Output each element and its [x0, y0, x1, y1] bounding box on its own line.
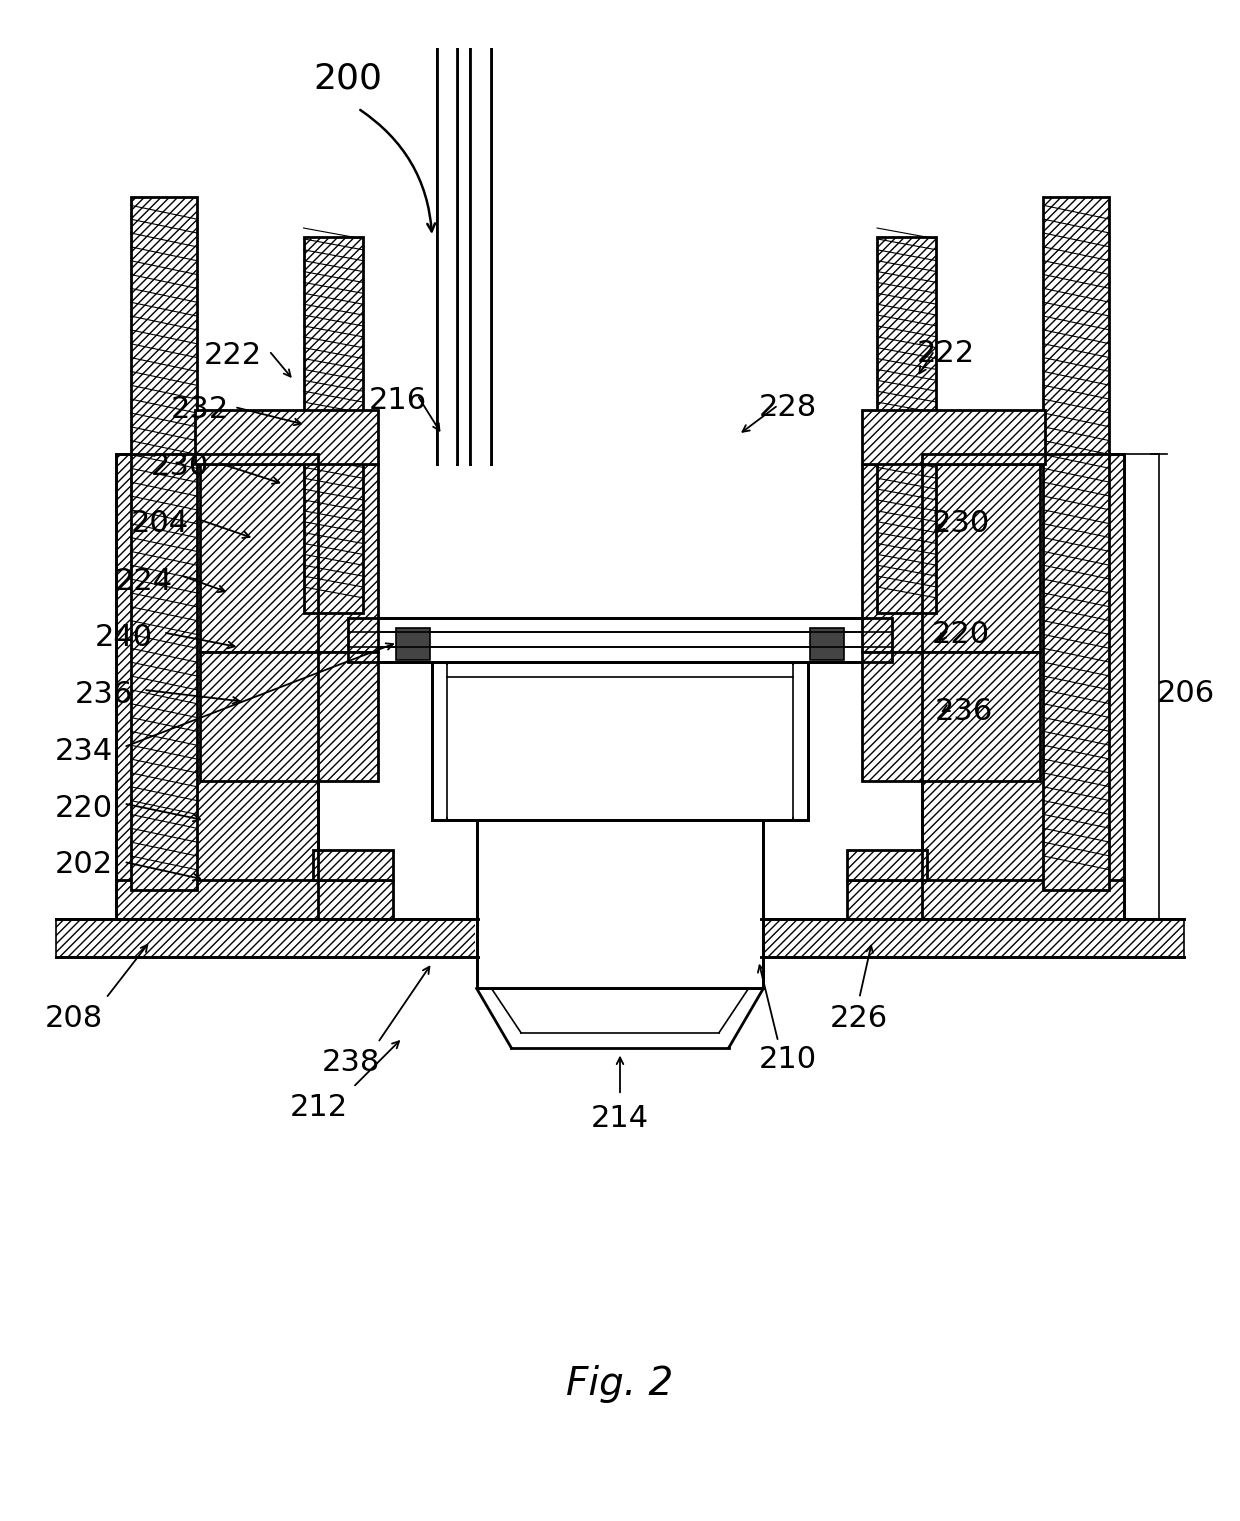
Bar — [348, 618, 892, 662]
Bar — [480, 820, 760, 989]
Text: 236: 236 — [935, 697, 993, 726]
Bar — [56, 919, 1184, 957]
Bar — [200, 653, 378, 780]
Text: 216: 216 — [368, 386, 427, 415]
Text: 202: 202 — [55, 850, 113, 879]
Bar — [475, 919, 765, 958]
Text: 204: 204 — [131, 510, 190, 538]
Bar — [200, 464, 378, 653]
Text: 222: 222 — [203, 341, 262, 370]
Bar — [877, 237, 936, 613]
Bar — [348, 618, 892, 662]
Bar — [476, 820, 764, 989]
Text: 220: 220 — [55, 794, 113, 823]
Text: 238: 238 — [322, 1048, 381, 1077]
Bar — [304, 237, 363, 613]
Bar — [432, 662, 808, 820]
Bar — [1043, 198, 1110, 890]
Text: 236: 236 — [74, 680, 133, 709]
Bar — [432, 662, 808, 820]
Bar — [115, 455, 319, 919]
Text: 226: 226 — [831, 1004, 888, 1033]
Bar — [476, 820, 764, 989]
Text: 214: 214 — [591, 1104, 649, 1133]
Text: 220: 220 — [932, 621, 991, 649]
Bar — [314, 850, 393, 879]
Text: 222: 222 — [918, 339, 976, 368]
Bar — [476, 820, 764, 989]
Text: 232: 232 — [171, 395, 229, 424]
Text: 230: 230 — [151, 452, 210, 481]
Bar — [396, 628, 430, 660]
Text: Fig. 2: Fig. 2 — [567, 1364, 673, 1402]
Text: 200: 200 — [314, 62, 383, 96]
Text: 210: 210 — [759, 1045, 817, 1074]
Bar — [195, 411, 378, 464]
Text: 224: 224 — [114, 566, 172, 596]
Bar — [435, 665, 805, 817]
Bar — [130, 198, 197, 890]
Text: 234: 234 — [55, 736, 113, 765]
Text: 212: 212 — [289, 1092, 347, 1121]
Text: 230: 230 — [932, 510, 991, 538]
Bar — [438, 49, 456, 464]
Bar — [115, 455, 319, 919]
Bar — [921, 455, 1125, 919]
Text: 208: 208 — [45, 1004, 103, 1033]
Bar — [432, 662, 808, 820]
Text: 206: 206 — [1157, 680, 1215, 709]
Bar — [921, 455, 1125, 919]
Bar — [471, 49, 491, 464]
Bar — [847, 850, 926, 879]
Bar — [810, 628, 844, 660]
Bar — [115, 879, 393, 919]
Bar — [862, 653, 1040, 780]
Bar — [847, 879, 1125, 919]
Bar — [862, 464, 1040, 653]
Text: 228: 228 — [759, 392, 817, 421]
Bar — [862, 411, 1045, 464]
Text: 240: 240 — [94, 624, 153, 653]
